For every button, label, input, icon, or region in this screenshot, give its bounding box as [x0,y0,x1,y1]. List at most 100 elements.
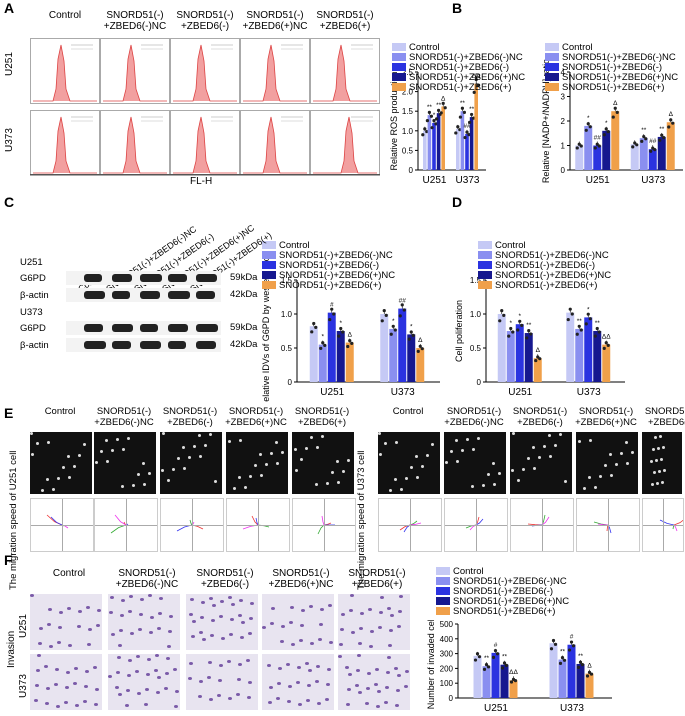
blot-band [84,274,102,282]
cell-dot [166,657,170,660]
cell-dot [93,666,97,669]
legend-swatch [262,251,276,260]
cell-dot [240,636,244,639]
data-point [416,349,420,353]
data-point [348,338,352,343]
data-point [421,133,425,137]
data-point [409,330,413,334]
data-point [465,130,469,134]
category-label: U373 [560,703,584,714]
legend-entry: SNORD51(-)+ZBED6(+)NC [392,72,525,83]
cell-dot [204,444,207,447]
cell-dot [295,469,298,472]
legend-swatch [478,241,492,250]
legend-entry: Control [262,240,310,251]
cell-dot [174,705,178,708]
y-tick-label: 1.5 [402,107,414,116]
cell-dot [533,467,536,470]
row-label: U373 [18,674,29,698]
track-axis [31,525,93,526]
cell-dot [35,684,39,687]
cell-dot [68,644,72,647]
data-point [400,303,404,307]
data-point [500,666,505,670]
data-point [498,319,502,323]
bar [593,145,602,170]
cell-dot [327,668,331,671]
cell-dot [111,633,115,636]
y-axis-label: Relative IDVs of G6PD by western blot [261,253,271,402]
cell-dot [466,438,469,441]
data-point [328,317,332,322]
category-label: U251 [508,387,532,398]
cell-dot [239,599,243,602]
data-point [589,672,594,676]
group-header: SNORD51(-) +ZBED6(-)NC [444,406,504,428]
cell-dot [125,704,129,707]
cell-dot [326,683,330,686]
significance-mark: ## [463,123,471,130]
legend-swatch [436,597,450,606]
blot-band [84,341,106,349]
legend-label: SNORD51(-)+ZBED6(+)NC [409,72,526,83]
bar [441,106,445,170]
cell-dot [31,453,34,456]
bar [630,144,639,170]
cell-dot [620,452,623,455]
size-marker: 59kDa [230,322,258,333]
data-point [475,652,480,656]
cell-dot [338,655,342,658]
legend-label: SNORD51(-)+ZBED6(+) [279,280,382,291]
category-label: U373 [641,175,665,186]
data-point [642,134,646,139]
significance-mark: Δ [587,663,592,670]
cell-dot [143,483,146,486]
data-point [493,649,498,653]
cell-dot [410,466,413,469]
cell-dot [52,488,55,491]
legend-label: Control [409,42,440,53]
cell-dot [192,620,196,623]
legend-entry: SNORD51(-)+ZBED6(-)NC [545,52,676,63]
significance-mark: * [509,320,512,327]
legend-swatch [392,43,406,52]
cell-dot [111,449,114,452]
cell-dot [168,630,172,633]
cell-dot [115,686,119,689]
bar [657,136,666,170]
data-point [509,326,513,331]
category-label: U373 [456,175,480,186]
group-header: Control [48,10,82,21]
cell-dot [661,481,664,484]
blot-band [84,324,103,332]
cell-dot [140,598,144,601]
cell-dot [380,596,384,599]
significance-mark: ΔΔ [472,73,481,80]
cell-dot [155,654,159,657]
data-point [593,334,597,338]
bar [585,673,594,698]
cell-dot [200,616,204,619]
cell-dot [94,703,98,706]
cell-dot [244,486,247,489]
legend-entry: SNORD51(-)+ZBED6(-)NC [436,576,567,587]
group-header: SNORD51(-) +ZBED6(-)NC [115,568,179,590]
cell-dot [265,463,268,466]
y-tick-label: 0.5 [402,146,414,155]
legend-label: Control [495,240,526,251]
bar [465,133,469,170]
cell-dot [297,666,301,669]
data-point [411,333,415,337]
cell-dot [46,478,49,481]
cell-dot [631,451,634,454]
group-header: SNORD51(-) +ZBED6(-)NC [103,10,167,32]
cell-dot [395,704,399,707]
bar [436,113,441,170]
track-plot [160,498,224,552]
cell-dot [308,669,312,672]
cell-dot [164,687,168,690]
cell-dot [315,680,319,683]
cell-dot [487,473,490,476]
data-point [319,346,323,350]
cell-dot [157,676,161,679]
